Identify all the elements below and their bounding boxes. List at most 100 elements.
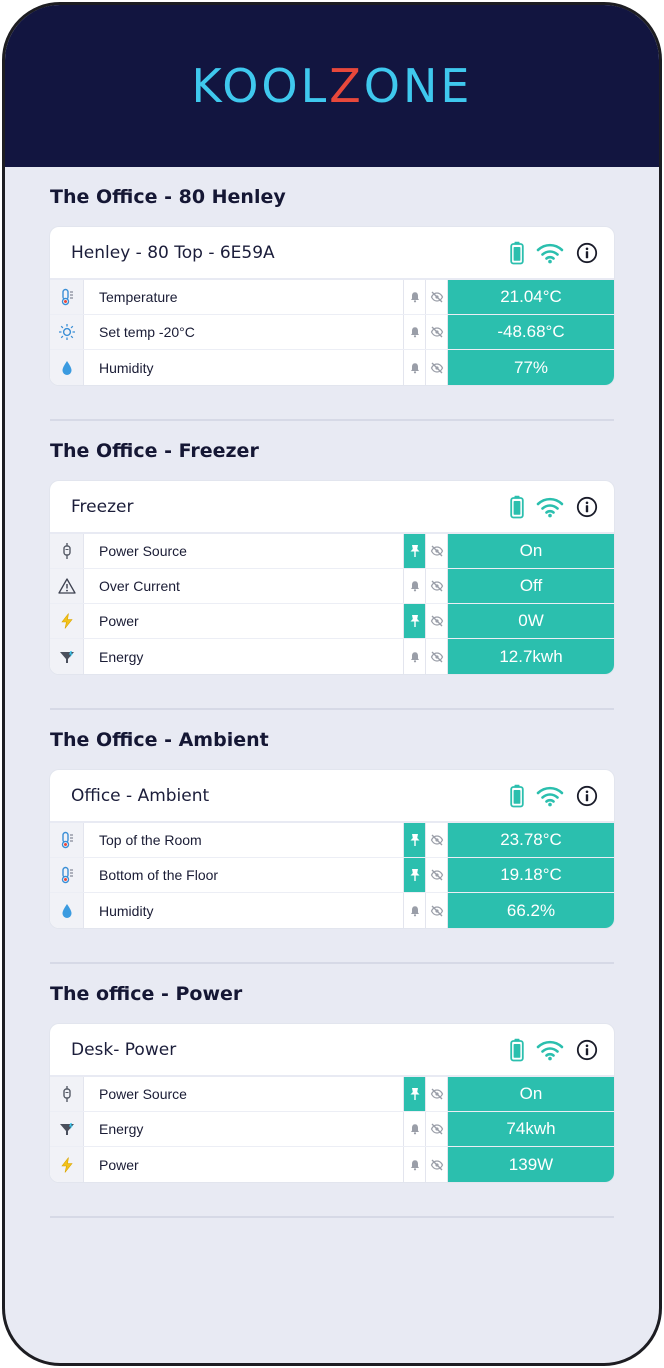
sensor-label: Power xyxy=(84,1147,404,1182)
pin-icon[interactable] xyxy=(404,823,426,857)
battery-icon xyxy=(510,495,524,518)
sensor-value: 12.7kwh xyxy=(448,639,614,674)
thermometer-icon xyxy=(50,280,84,314)
device-status-icons xyxy=(510,495,598,519)
plug-icon xyxy=(50,1077,84,1111)
section-title: The office - Power xyxy=(50,983,243,1005)
sensor-row[interactable]: Top of the Room 23.78°C xyxy=(50,823,614,858)
section: The Office - 80 Henley Henley - 80 Top - … xyxy=(50,167,614,421)
droplet-icon xyxy=(50,350,84,385)
bell-icon[interactable] xyxy=(404,350,426,385)
sensor-row[interactable]: Humidity 77% xyxy=(50,350,614,385)
bell-icon[interactable] xyxy=(404,280,426,314)
sensor-value: 77% xyxy=(448,350,614,385)
section-divider xyxy=(50,1216,614,1218)
sensor-label: Humidity xyxy=(84,893,404,928)
sensor-label: Humidity xyxy=(84,350,404,385)
sensor-row[interactable]: Over Current Off xyxy=(50,569,614,604)
sensor-label: Temperature xyxy=(84,280,404,314)
sensor-label: Energy xyxy=(84,639,404,674)
device-name: Freezer xyxy=(71,496,134,517)
device-list: The Office - 80 Henley Henley - 80 Top - … xyxy=(5,167,659,1218)
wifi-icon xyxy=(536,243,564,263)
wifi-icon xyxy=(536,786,564,806)
bell-icon[interactable] xyxy=(404,315,426,349)
mute-icon[interactable] xyxy=(426,569,448,603)
device-card[interactable]: Desk- Power Power Source On Energy 74kwh Powe… xyxy=(50,1024,614,1182)
info-icon[interactable] xyxy=(576,785,598,807)
device-card[interactable]: Henley - 80 Top - 6E59A Temperature 21.04°… xyxy=(50,227,614,385)
device-status-icons xyxy=(510,1038,598,1062)
section-title: The Office - 80 Henley xyxy=(50,186,286,208)
sensor-row[interactable]: Energy 12.7kwh xyxy=(50,639,614,674)
sensor-row[interactable]: Power 139W xyxy=(50,1147,614,1182)
battery-icon xyxy=(510,1038,524,1061)
logo-text-accent: Z xyxy=(329,59,364,113)
section-title: The Office - Freezer xyxy=(50,440,259,462)
sensor-row[interactable]: Energy 74kwh xyxy=(50,1112,614,1147)
mute-icon[interactable] xyxy=(426,893,448,928)
pin-icon[interactable] xyxy=(404,604,426,638)
bell-icon[interactable] xyxy=(404,569,426,603)
bell-icon[interactable] xyxy=(404,1147,426,1182)
device-name: Office - Ambient xyxy=(71,785,210,806)
battery-icon xyxy=(510,241,524,264)
device-card-header[interactable]: Henley - 80 Top - 6E59A xyxy=(50,227,614,280)
device-card-header[interactable]: Office - Ambient xyxy=(50,770,614,823)
sensor-value: Off xyxy=(448,569,614,603)
sensor-value: 74kwh xyxy=(448,1112,614,1146)
bell-icon[interactable] xyxy=(404,639,426,674)
info-icon[interactable] xyxy=(576,496,598,518)
wifi-icon xyxy=(536,497,564,517)
pin-icon[interactable] xyxy=(404,1077,426,1111)
sensor-row[interactable]: Power Source On xyxy=(50,1077,614,1112)
sensor-row[interactable]: Humidity 66.2% xyxy=(50,893,614,928)
lightning-icon xyxy=(50,604,84,638)
app-header: KOOLZONE xyxy=(5,5,659,167)
sensor-label: Power Source xyxy=(84,534,404,568)
mute-icon[interactable] xyxy=(426,534,448,568)
device-card[interactable]: Freezer Power Source On Over Current Off Powe… xyxy=(50,481,614,674)
mute-icon[interactable] xyxy=(426,1112,448,1146)
pin-icon[interactable] xyxy=(404,534,426,568)
sensor-row[interactable]: Temperature 21.04°C xyxy=(50,280,614,315)
info-icon[interactable] xyxy=(576,242,598,264)
sensor-value: On xyxy=(448,1077,614,1111)
sensor-value: 19.18°C xyxy=(448,858,614,892)
sensor-label: Power xyxy=(84,604,404,638)
section: The Office - Freezer Freezer Power Source O… xyxy=(50,421,614,710)
sensor-row[interactable]: Power Source On xyxy=(50,534,614,569)
sensor-row[interactable]: Power 0W xyxy=(50,604,614,639)
section: The office - Power Desk- Power Power Sourc… xyxy=(50,964,614,1218)
koolzone-logo[interactable]: KOOLZONE xyxy=(192,59,473,113)
bell-icon[interactable] xyxy=(404,1112,426,1146)
sensor-row[interactable]: Set temp -20°C -48.68°C xyxy=(50,315,614,350)
mute-icon[interactable] xyxy=(426,1147,448,1182)
info-icon[interactable] xyxy=(576,1039,598,1061)
bell-icon[interactable] xyxy=(404,893,426,928)
mute-icon[interactable] xyxy=(426,858,448,892)
device-card[interactable]: Office - Ambient Top of the Room 23.78°C Bo… xyxy=(50,770,614,928)
pin-icon[interactable] xyxy=(404,858,426,892)
section-divider xyxy=(50,419,614,421)
section: The Office - Ambient Office - Ambient Top … xyxy=(50,710,614,964)
mute-icon[interactable] xyxy=(426,315,448,349)
mute-icon[interactable] xyxy=(426,350,448,385)
sensor-label: Over Current xyxy=(84,569,404,603)
energy-icon xyxy=(50,1112,84,1146)
sensor-label: Power Source xyxy=(84,1077,404,1111)
device-card-header[interactable]: Freezer xyxy=(50,481,614,534)
sensor-label: Bottom of the Floor xyxy=(84,858,404,892)
device-card-header[interactable]: Desk- Power xyxy=(50,1024,614,1077)
sensor-value: 23.78°C xyxy=(448,823,614,857)
device-status-icons xyxy=(510,784,598,808)
mute-icon[interactable] xyxy=(426,604,448,638)
wifi-icon xyxy=(536,1040,564,1060)
mute-icon[interactable] xyxy=(426,639,448,674)
sensor-value: On xyxy=(448,534,614,568)
mute-icon[interactable] xyxy=(426,1077,448,1111)
mute-icon[interactable] xyxy=(426,280,448,314)
mute-icon[interactable] xyxy=(426,823,448,857)
sensor-row[interactable]: Bottom of the Floor 19.18°C xyxy=(50,858,614,893)
